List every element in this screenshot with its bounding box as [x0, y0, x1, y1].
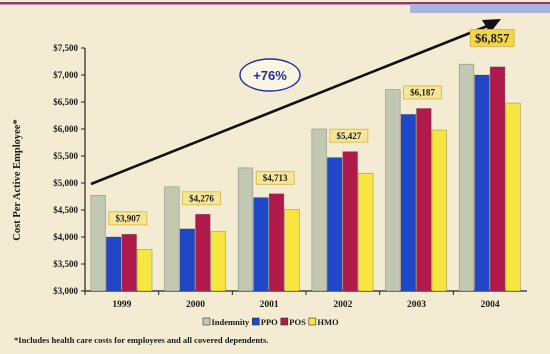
x-tick-label: 2001 — [260, 300, 279, 310]
legend-swatch-ppo — [251, 317, 260, 326]
bar-hmo-2003 — [431, 129, 447, 292]
top-accent-band — [410, 4, 550, 13]
trend-arrow-head — [482, 19, 501, 33]
bar-indemnity-1999 — [90, 195, 106, 292]
bar-hmo-2002 — [358, 172, 374, 292]
bar-hmo-1999 — [137, 249, 153, 292]
y-tick-label: $6,500 — [53, 97, 78, 107]
bar-ppo-2004 — [474, 74, 490, 292]
y-tick-label: $5,000 — [53, 178, 78, 188]
y-tick-label: $3,500 — [53, 259, 78, 269]
bar-ppo-2000 — [179, 228, 195, 292]
legend-swatch-hmo — [308, 317, 317, 326]
y-tick-label: $4,500 — [53, 205, 78, 215]
y-tick-label: $5,500 — [53, 151, 78, 161]
bar-pos-2001 — [268, 193, 285, 292]
y-tick-label: $7,000 — [53, 70, 78, 80]
bar-pos-2002 — [342, 151, 358, 292]
average-label-box — [329, 128, 369, 143]
y-tick-label: $6,000 — [53, 124, 78, 134]
top-rule — [0, 2, 550, 5]
x-tick-label: 2004 — [481, 300, 500, 310]
average-label-box — [108, 211, 148, 226]
average-label-box — [403, 85, 442, 100]
bar-indemnity-2004 — [458, 63, 475, 292]
average-label: $6,187 — [410, 88, 435, 98]
legend-label-indemnity: Indemnity — [212, 317, 251, 327]
y-tick-label: $7,500 — [53, 43, 78, 53]
bar-pos-1999 — [121, 234, 137, 292]
footnote: *Includes health care costs for employee… — [14, 335, 268, 345]
bar-hmo-2004 — [505, 102, 521, 292]
growth-ellipse — [239, 58, 301, 92]
legend-label-hmo: HMO — [317, 317, 339, 327]
legend-swatch-indemnity — [202, 317, 211, 326]
legend-label-ppo: PPO — [261, 317, 278, 327]
legend-swatch-pos — [280, 317, 289, 326]
trend-arrow-line — [90, 23, 491, 186]
bar-ppo-2003 — [400, 114, 416, 292]
x-tick-label: 2003 — [407, 300, 426, 310]
bar-pos-2004 — [489, 66, 506, 292]
bar-ppo-2002 — [327, 157, 343, 292]
legend-label-pos: POS — [289, 317, 306, 327]
bar-pos-2000 — [195, 214, 211, 292]
average-label: $3,907 — [115, 214, 140, 224]
growth-label: +76% — [253, 68, 287, 83]
y-axis-label: Cost Per Active Employee* — [12, 119, 23, 240]
bar-indemnity-2000 — [164, 186, 180, 292]
bar-indemnity-2002 — [311, 128, 327, 292]
trend-arrow-group — [90, 19, 501, 186]
bar-hmo-2001 — [284, 209, 300, 292]
y-tick-label: $4,000 — [53, 232, 78, 242]
bar-ppo-1999 — [106, 236, 122, 292]
x-tick-label: 2000 — [186, 300, 205, 310]
average-label-box — [469, 29, 515, 47]
average-label: $6,857 — [475, 32, 509, 46]
y-tick-label: $3,000 — [53, 286, 78, 296]
average-label: $4,276 — [189, 194, 214, 204]
average-label-box — [255, 170, 295, 185]
bar-hmo-2000 — [210, 231, 226, 292]
bar-indemnity-2001 — [237, 167, 254, 292]
x-tick-label: 1999 — [112, 300, 131, 310]
bar-pos-2003 — [416, 108, 432, 292]
legend: Indemnity PPO POS HMO — [202, 317, 339, 327]
average-label-box — [182, 191, 221, 206]
bar-ppo-2001 — [253, 197, 269, 292]
average-label: $4,713 — [263, 173, 288, 183]
bar-indemnity-2003 — [385, 89, 401, 292]
x-tick-label: 2002 — [333, 300, 352, 310]
growth-annotation: +76% — [239, 58, 301, 92]
average-label: $5,427 — [336, 131, 361, 141]
